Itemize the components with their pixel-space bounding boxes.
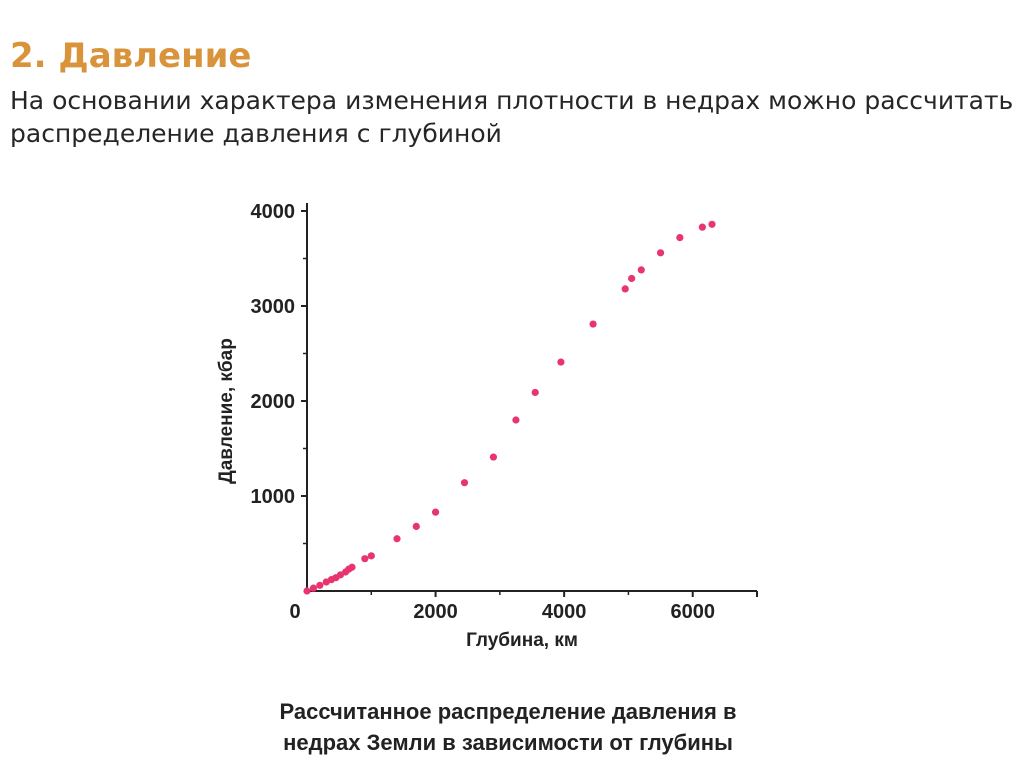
data-point xyxy=(412,522,420,530)
data-point xyxy=(393,535,401,543)
data-point xyxy=(621,285,629,293)
x-tick-label: 2000 xyxy=(413,601,458,623)
figure-caption: Рассчитанное распределение давления в не… xyxy=(178,696,838,758)
data-point xyxy=(628,274,636,283)
slide-description-line-2: распределение давления с глубиной xyxy=(10,119,502,148)
data-point xyxy=(348,563,356,571)
data-point xyxy=(431,508,440,516)
pressure-depth-chart: 1000 2000 3000 4000 0 2000 4000 6000 Глубина, … xyxy=(216,201,758,651)
data-point xyxy=(676,234,684,242)
data-point xyxy=(708,220,716,228)
figure-caption-line-1: Рассчитанное распределение давления в xyxy=(279,699,737,724)
data-point xyxy=(531,388,539,397)
data-point xyxy=(316,581,324,589)
data-point xyxy=(656,249,665,257)
y-tick-label: 1000 xyxy=(251,486,296,508)
slide-description-line-1: На основании характера изменения плотнос… xyxy=(10,86,1014,115)
y-tick-label: 4000 xyxy=(251,201,296,223)
slide-title: 2. Давление xyxy=(10,36,252,76)
data-point xyxy=(512,416,520,424)
figure-caption-line-2: недрах Земли в зависимости от глубины xyxy=(283,730,733,755)
x-tick-label: 6000 xyxy=(670,601,715,623)
data-point xyxy=(637,266,645,274)
x-tick-label: 0 xyxy=(289,601,300,623)
data-point xyxy=(460,479,469,487)
data-points xyxy=(303,220,716,595)
data-point xyxy=(367,552,375,560)
x-axis-ticks: 0 2000 4000 6000 xyxy=(289,591,758,623)
data-point xyxy=(361,555,369,563)
slide-description: На основании характера изменения плотнос… xyxy=(10,84,1014,150)
data-point xyxy=(489,453,498,461)
data-point xyxy=(309,584,318,592)
data-point xyxy=(557,358,565,366)
x-tick-label: 4000 xyxy=(542,601,587,623)
x-axis-label: Глубина, км xyxy=(466,630,578,651)
data-point xyxy=(303,587,311,595)
y-tick-label: 3000 xyxy=(251,296,296,318)
y-axis-ticks: 1000 2000 3000 4000 xyxy=(251,201,307,545)
y-axis-label: Давление, кбар xyxy=(216,338,237,484)
data-point xyxy=(589,320,597,328)
data-point xyxy=(698,223,706,231)
y-tick-label: 2000 xyxy=(251,391,296,413)
